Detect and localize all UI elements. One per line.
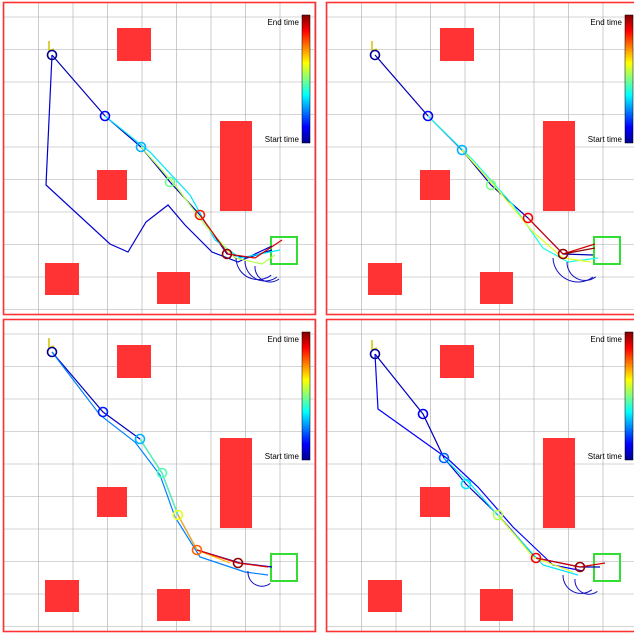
plot-background	[4, 320, 315, 631]
colorbar-frame	[624, 331, 634, 461]
trajectory-path	[535, 557, 606, 568]
colorbar-gradient	[625, 332, 633, 460]
obstacle-block	[97, 487, 127, 517]
obstacle-block	[157, 589, 190, 621]
waypoint-circle	[492, 509, 504, 521]
panel-bottom-left: End time Start time	[2, 318, 317, 633]
waypoint-circle	[156, 467, 168, 479]
goal-region	[270, 553, 298, 582]
trajectory-loop	[574, 578, 598, 595]
trajectory-path	[196, 549, 269, 568]
colorbar-gradient	[302, 332, 310, 460]
waypoint-circle	[191, 544, 203, 556]
panel-border	[2, 1, 317, 316]
colorbar: End time Start time	[588, 14, 634, 144]
obstacle-block	[117, 345, 151, 378]
panel-border	[325, 318, 634, 633]
colorbar: End time Start time	[265, 14, 311, 144]
obstacle-block	[220, 438, 252, 528]
colorbar-gradient	[625, 15, 633, 143]
waypoint-circle	[460, 478, 472, 490]
waypoint-circle	[97, 406, 109, 418]
trajectory-loop	[566, 261, 597, 281]
obstacle-block	[440, 28, 474, 61]
obstacle-block	[420, 487, 450, 517]
colorbar: End time Start time	[588, 331, 634, 461]
waypoint-circle	[485, 179, 497, 191]
obstacle-block	[543, 121, 575, 211]
trajectory-path	[51, 351, 269, 576]
waypoint-circle	[530, 552, 542, 564]
colorbar-end-label: End time	[590, 335, 622, 344]
waypoint-circle	[232, 557, 244, 569]
waypoint-circle	[172, 509, 184, 521]
waypoint-circle	[46, 49, 58, 61]
waypoint-circle	[134, 433, 146, 445]
plot-background	[327, 3, 634, 314]
waypoint-circle	[99, 110, 111, 122]
waypoint-circle	[557, 248, 569, 260]
colorbar-frame	[301, 331, 311, 461]
colorbar-end-label: End time	[267, 335, 299, 344]
obstacle-block	[543, 438, 575, 528]
waypoint-circle	[522, 212, 534, 224]
obstacle-block	[157, 272, 190, 304]
colorbar: End time Start time	[265, 331, 311, 461]
waypoint-circle	[164, 176, 176, 188]
obstacle-block	[440, 345, 474, 378]
colorbar-start-label: Start time	[588, 452, 623, 461]
goal-region	[593, 236, 621, 265]
panel-bottom-right: End time Start time	[325, 318, 634, 633]
waypoint-circle	[456, 144, 468, 156]
obstacle-block	[480, 589, 513, 621]
plot-background	[327, 320, 634, 631]
panel-border	[2, 318, 317, 633]
obstacle-block	[45, 263, 79, 295]
colorbar-start-label: Start time	[265, 135, 300, 144]
colorbar-start-label: Start time	[588, 135, 623, 144]
waypoint-circle	[422, 110, 434, 122]
grid-lines	[3, 3, 315, 314]
obstacle-block	[368, 580, 402, 612]
waypoint-circle	[417, 408, 429, 420]
trajectory-loop	[254, 265, 280, 283]
trajectory-loop	[562, 574, 593, 594]
trajectory-path	[497, 514, 574, 573]
colorbar-frame	[301, 14, 311, 144]
trajectory-path	[139, 438, 179, 516]
trajectory-loop	[235, 257, 272, 281]
trajectory-path	[140, 146, 276, 265]
colorbar-frame	[624, 14, 634, 144]
colorbar-end-label: End time	[267, 18, 299, 27]
obstacle-block	[480, 272, 513, 304]
panel-top-left: End time Start time	[2, 1, 317, 316]
obstacle-block	[368, 263, 402, 295]
obstacle-block	[97, 170, 127, 200]
trajectory-path	[461, 149, 592, 263]
colorbar-start-label: Start time	[265, 452, 300, 461]
colorbar-end-label: End time	[590, 18, 622, 27]
obstacle-block	[45, 580, 79, 612]
waypoint-circle	[574, 561, 586, 573]
trajectory-path	[562, 247, 596, 255]
obstacle-block	[220, 121, 252, 211]
waypoint-circle	[194, 209, 206, 221]
trajectory-loop	[247, 570, 271, 587]
waypoint-circle	[369, 49, 381, 61]
panel-border	[325, 1, 634, 316]
panel-top-right: End time Start time	[325, 1, 634, 316]
trajectory-path	[199, 214, 283, 259]
waypoint-circle	[221, 248, 233, 260]
obstacle-block	[117, 28, 151, 61]
waypoint-circle	[135, 141, 147, 153]
trajectory-path	[45, 54, 273, 263]
waypoint-circle	[369, 348, 381, 360]
trajectory-loop	[244, 260, 278, 282]
waypoint-circle	[438, 452, 450, 464]
colorbar-gradient	[302, 15, 310, 143]
obstacle-block	[420, 170, 450, 200]
waypoint-circle	[46, 346, 58, 358]
